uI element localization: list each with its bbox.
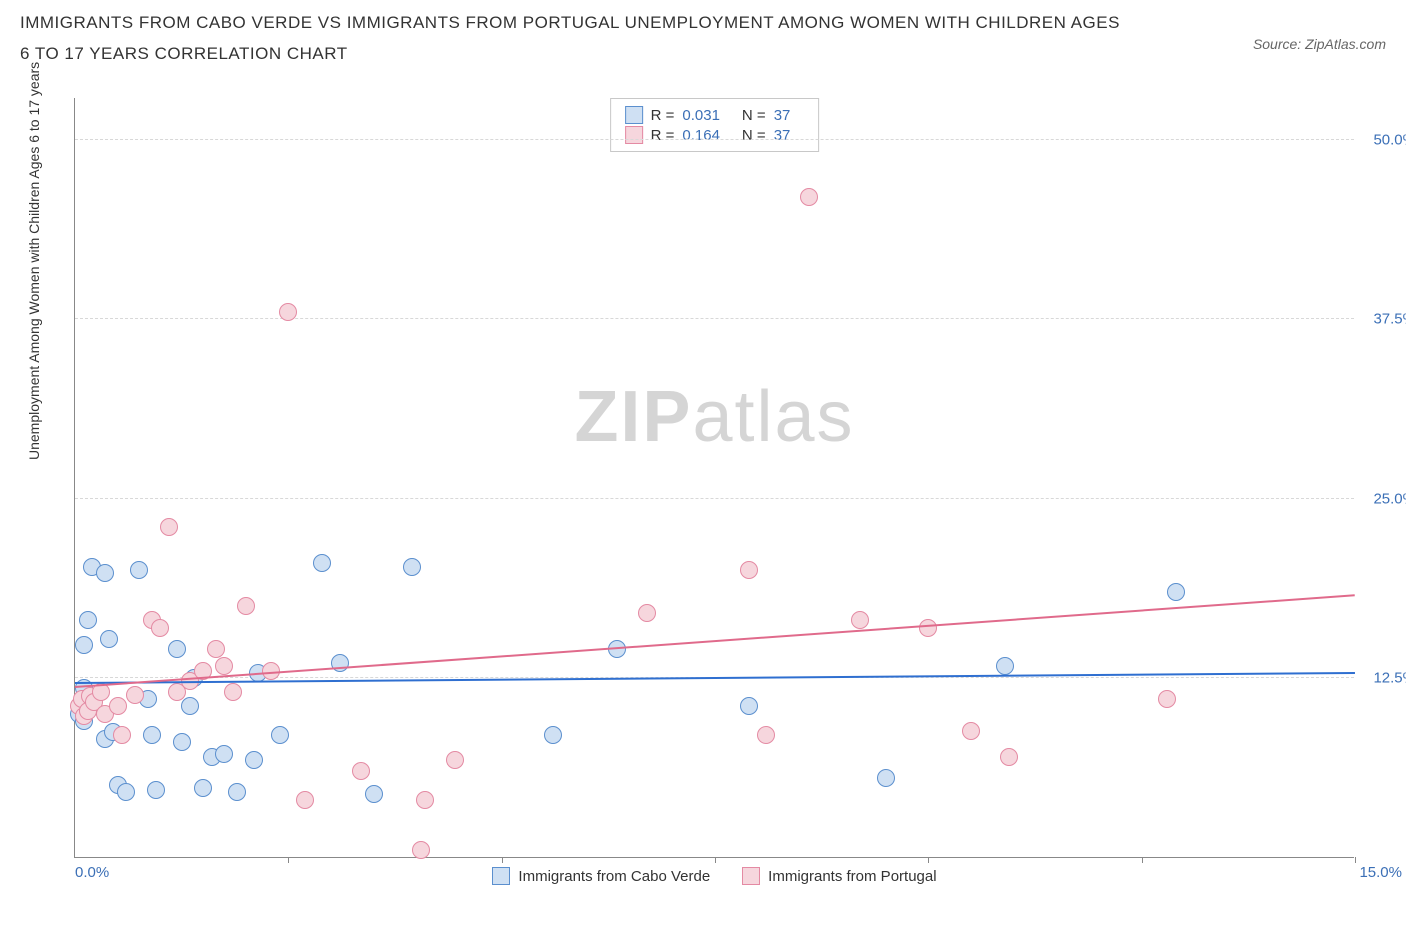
point-portugal: [800, 188, 818, 206]
point-portugal: [113, 726, 131, 744]
y-tick-label: 25.0%: [1373, 490, 1406, 507]
legend-r-value-0: 0.031: [682, 107, 720, 124]
point-portugal: [1000, 748, 1018, 766]
x-tick-mark: [715, 857, 716, 863]
point-cabo-verde: [271, 726, 289, 744]
chart-source: Source: ZipAtlas.com: [1253, 36, 1386, 52]
chart-header: IMMIGRANTS FROM CABO VERDE VS IMMIGRANTS…: [0, 0, 1406, 69]
y-tick-label: 37.5%: [1373, 311, 1406, 328]
x-tick-mark: [1142, 857, 1143, 863]
point-cabo-verde: [215, 745, 233, 763]
series-label: Immigrants from Cabo Verde: [518, 868, 710, 885]
point-portugal: [352, 762, 370, 780]
point-portugal: [1158, 690, 1176, 708]
point-portugal: [224, 683, 242, 701]
series-legend-portugal: Immigrants from Portugal: [742, 867, 936, 885]
watermark: ZIPatlas: [574, 376, 854, 458]
grid-line: [75, 498, 1354, 499]
point-cabo-verde: [96, 564, 114, 582]
y-axis-label: Unemployment Among Women with Children A…: [26, 62, 42, 460]
y-tick-label: 12.5%: [1373, 669, 1406, 686]
point-cabo-verde: [181, 697, 199, 715]
point-portugal: [215, 657, 233, 675]
point-cabo-verde: [147, 781, 165, 799]
point-portugal: [151, 619, 169, 637]
grid-line: [75, 318, 1354, 319]
point-cabo-verde: [100, 630, 118, 648]
legend-r-label: R =: [651, 127, 675, 144]
x-tick-mark: [928, 857, 929, 863]
legend-n-value-0: 37: [774, 107, 791, 124]
point-portugal: [207, 640, 225, 658]
point-cabo-verde: [996, 657, 1014, 675]
x-axis-max-label: 15.0%: [1359, 864, 1402, 881]
point-portugal: [757, 726, 775, 744]
point-portugal: [109, 697, 127, 715]
point-cabo-verde: [75, 636, 93, 654]
point-cabo-verde: [331, 654, 349, 672]
point-cabo-verde: [79, 611, 97, 629]
point-portugal: [416, 791, 434, 809]
point-cabo-verde: [228, 783, 246, 801]
point-cabo-verde: [245, 751, 263, 769]
x-tick-mark: [502, 857, 503, 863]
point-cabo-verde: [173, 733, 191, 751]
chart-title: IMMIGRANTS FROM CABO VERDE VS IMMIGRANTS…: [20, 8, 1120, 69]
legend-row-portugal: R = 0.164 N = 37: [625, 125, 805, 145]
correlation-legend: R = 0.031 N = 37 R = 0.164 N = 37: [610, 98, 820, 152]
x-tick-mark: [1355, 857, 1356, 863]
grid-line: [75, 139, 1354, 140]
point-portugal: [126, 686, 144, 704]
point-cabo-verde: [143, 726, 161, 744]
legend-n-value-1: 37: [774, 127, 791, 144]
point-cabo-verde: [544, 726, 562, 744]
point-portugal: [446, 751, 464, 769]
series-label: Immigrants from Portugal: [768, 868, 936, 885]
point-portugal: [962, 722, 980, 740]
swatch-cabo-verde: [492, 867, 510, 885]
point-portugal: [412, 841, 430, 859]
legend-r-label: R =: [651, 107, 675, 124]
point-cabo-verde: [168, 640, 186, 658]
legend-r-value-1: 0.164: [682, 127, 720, 144]
point-portugal: [851, 611, 869, 629]
point-cabo-verde: [117, 783, 135, 801]
swatch-portugal: [742, 867, 760, 885]
point-portugal: [160, 518, 178, 536]
point-portugal: [919, 619, 937, 637]
point-cabo-verde: [1167, 583, 1185, 601]
y-tick-label: 50.0%: [1373, 132, 1406, 149]
point-cabo-verde: [313, 554, 331, 572]
legend-row-cabo-verde: R = 0.031 N = 37: [625, 105, 805, 125]
point-portugal: [279, 303, 297, 321]
point-cabo-verde: [130, 561, 148, 579]
point-cabo-verde: [194, 779, 212, 797]
series-legend-cabo-verde: Immigrants from Cabo Verde: [492, 867, 710, 885]
plot-region: ZIPatlas R = 0.031 N = 37 R = 0.164 N = …: [74, 98, 1354, 858]
point-cabo-verde: [740, 697, 758, 715]
x-tick-mark: [288, 857, 289, 863]
point-cabo-verde: [403, 558, 421, 576]
point-cabo-verde: [365, 785, 383, 803]
point-portugal: [740, 561, 758, 579]
point-portugal: [296, 791, 314, 809]
point-portugal: [638, 604, 656, 622]
series-legend: Immigrants from Cabo Verde Immigrants fr…: [75, 867, 1354, 885]
legend-n-label: N =: [742, 107, 766, 124]
legend-n-label: N =: [742, 127, 766, 144]
point-cabo-verde: [877, 769, 895, 787]
swatch-portugal: [625, 126, 643, 144]
point-portugal: [237, 597, 255, 615]
swatch-cabo-verde: [625, 106, 643, 124]
chart-area: Unemployment Among Women with Children A…: [54, 90, 1384, 880]
